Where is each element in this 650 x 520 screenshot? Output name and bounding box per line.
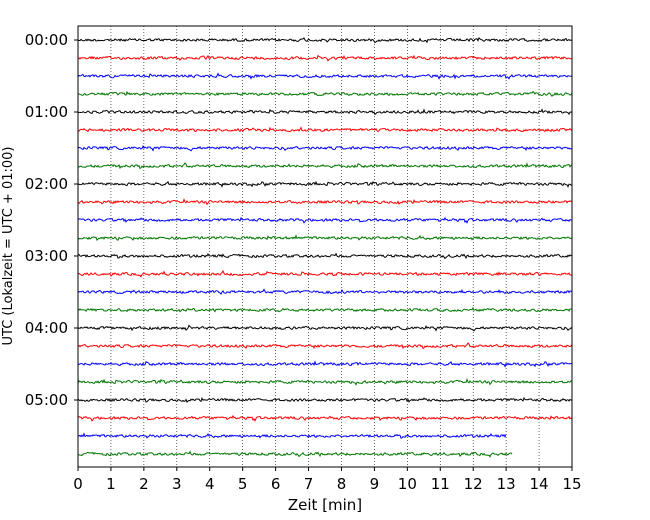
trace-0130 [77,144,573,152]
trace-0000 [77,37,573,44]
x-axis-ticks: 0 1 2 3 4 5 6 7 8 9 10 11 12 13 14 15 [73,467,582,493]
x-tick-label: 1 [106,475,116,493]
x-tick-label: 0 [73,475,83,493]
trace-0315 [77,269,573,278]
x-tick-label: 4 [205,475,215,493]
trace-0530 [77,432,507,439]
x-tick-label: 13 [497,475,516,493]
trace-0330 [77,288,573,295]
x-tick-label: 12 [464,475,483,493]
trace-0500 [77,396,573,403]
x-tick-label: 9 [370,475,380,493]
trace-0015 [77,54,573,62]
y-axis-label: UTC (Lokalzeit = UTC + 01:00) [1,147,16,346]
x-axis-label: Zeit [min] [288,496,362,514]
traces [77,37,573,458]
trace-0145 [77,162,573,170]
trace-0045 [77,90,573,97]
x-tick-label: 7 [304,475,314,493]
trace-0415 [77,342,573,350]
x-tick-label: 5 [238,475,248,493]
x-tick-label: 8 [337,475,347,493]
y-tick-label: 05:00 [25,391,68,409]
x-tick-label: 15 [562,475,581,493]
trace-0345 [77,306,573,313]
y-tick-label: 04:00 [25,319,68,337]
trace-0430 [77,360,573,368]
trace-0230 [77,216,573,224]
trace-0400 [77,324,573,332]
x-tick-label: 2 [139,475,149,493]
x-tick-label: 3 [172,475,182,493]
x-tick-label: 11 [431,475,450,493]
trace-0100 [77,108,573,116]
trace-0245 [77,234,573,242]
trace-0030 [77,72,573,80]
y-tick-label: 01:00 [25,103,68,121]
x-tick-label: 14 [530,475,549,493]
x-tick-label: 10 [398,475,417,493]
y-axis-ticks: 00:00 01:00 02:00 03:00 04:00 05:00 [25,31,78,409]
plot-frame [77,25,573,468]
y-tick-label: 03:00 [25,247,68,265]
y-tick-label: 02:00 [25,175,68,193]
x-tick-label: 6 [271,475,281,493]
trace-0215 [77,198,573,206]
trace-0200 [77,180,573,188]
y-tick-label: 00:00 [25,31,68,49]
trace-0515 [77,414,573,422]
trace-0445 [77,378,573,386]
trace-0545 [77,450,513,458]
trace-0115 [77,126,573,133]
trace-0300 [77,252,573,260]
